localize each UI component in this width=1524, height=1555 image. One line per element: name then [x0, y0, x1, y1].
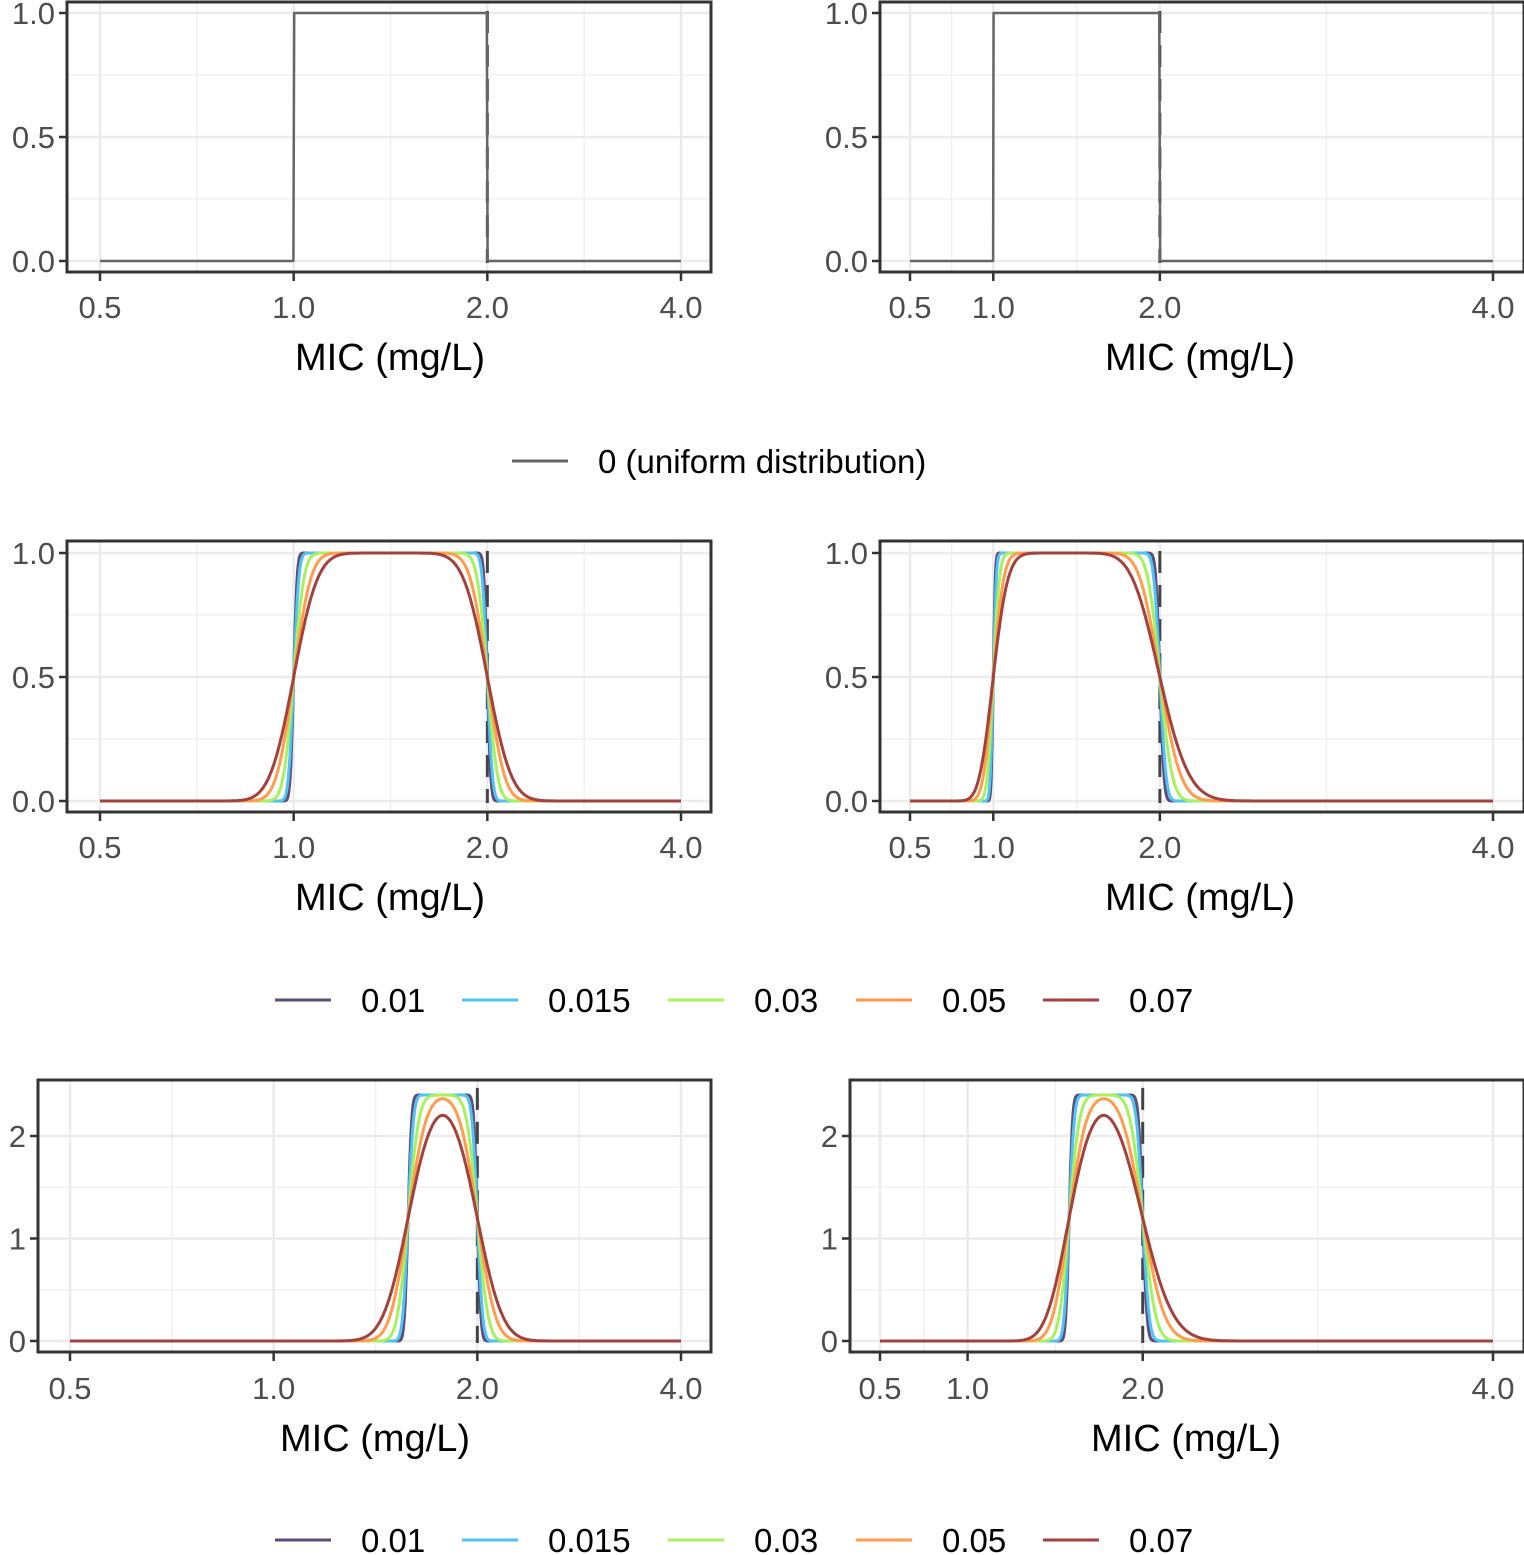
y-tick-label: 0.5 [12, 120, 55, 155]
legend-2: 0.01 0.015 0.03 0.05 0.07 [275, 982, 1193, 1019]
panel-3-1: 0 1 2 0.5 1.0 2.0 4.0 MIC (mg/L) [9, 1078, 713, 1460]
x-tick-label: 2.0 [1121, 1371, 1164, 1406]
x-tick-label: 0.5 [78, 830, 121, 865]
series-line-0.07 [99, 551, 682, 803]
x-tick-label: 1.0 [972, 290, 1015, 325]
x-tick-label: 2.0 [466, 830, 509, 865]
y-tick-label: 1.0 [825, 536, 868, 571]
panel-3-2: 0 1 2 0.5 1.0 2.0 4.0 MIC (mg/L) [821, 1078, 1524, 1460]
legend-label: 0.03 [754, 982, 818, 1019]
panel-border [848, 1078, 1524, 1354]
y-tick-label: 0.0 [12, 784, 55, 819]
series-line-0.07 [69, 1113, 682, 1343]
x-axis-title: MIC (mg/L) [280, 1418, 470, 1460]
x-tick-label: 2.0 [1138, 830, 1181, 865]
y-tick-label: 1 [9, 1222, 26, 1257]
panel-1-1: 0.0 0.5 1.0 0.5 1.0 2.0 4.0 MIC (mg/L) [12, 0, 713, 379]
legend-label: 0.03 [754, 1522, 818, 1555]
y-tick-label: 1.0 [12, 0, 55, 31]
x-tick-label: 1.0 [972, 830, 1015, 865]
x-tick-label: 1.0 [252, 1371, 295, 1406]
y-tick-label: 1.0 [825, 0, 868, 31]
x-tick-label: 0.5 [888, 830, 931, 865]
x-tick-label: 1.0 [946, 1371, 989, 1406]
y-tick-label: 1.0 [12, 536, 55, 571]
x-tick-label: 2.0 [1138, 290, 1181, 325]
x-tick-label: 1.0 [272, 290, 315, 325]
panel-border [36, 1078, 713, 1354]
x-axis-title: MIC (mg/L) [1105, 877, 1295, 919]
legend-label: 0.05 [942, 1522, 1006, 1555]
y-tick-label: 0.0 [825, 244, 868, 279]
series-line-0.07 [908, 551, 1493, 803]
legend-label: 0.01 [361, 1522, 425, 1555]
series-line-0.07 [878, 1113, 1493, 1343]
y-tick-label: 0 [9, 1324, 26, 1359]
y-tick-label: 0.0 [12, 244, 55, 279]
x-tick-label: 0.5 [888, 290, 931, 325]
y-tick-label: 0.5 [825, 120, 868, 155]
legend-1: 0 (uniform distribution) [512, 443, 926, 480]
legend-label: 0.07 [1129, 982, 1193, 1019]
x-tick-label: 0.5 [48, 1371, 91, 1406]
series-line-0--uniform-distribution- [99, 11, 682, 263]
x-axis-title: MIC (mg/L) [295, 877, 485, 919]
x-tick-label: 0.5 [858, 1371, 901, 1406]
legend-3: 0.01 0.015 0.03 0.05 0.07 [275, 1522, 1193, 1555]
x-tick-label: 0.5 [78, 290, 121, 325]
y-tick-label: 0.5 [12, 660, 55, 695]
x-tick-label: 1.0 [272, 830, 315, 865]
plot-background [38, 1080, 711, 1352]
x-axis-title: MIC (mg/L) [1105, 337, 1295, 379]
y-tick-label: 0.0 [825, 784, 868, 819]
legend-label: 0.01 [361, 982, 425, 1019]
y-tick-label: 2 [9, 1119, 26, 1154]
x-tick-label: 4.0 [659, 290, 702, 325]
x-tick-label: 4.0 [659, 1371, 702, 1406]
plot-background [850, 1080, 1524, 1352]
legend-label: 0.05 [942, 982, 1006, 1019]
y-tick-label: 2 [821, 1119, 838, 1154]
legend-label: 0 (uniform distribution) [598, 443, 926, 480]
x-tick-label: 4.0 [1471, 290, 1514, 325]
y-tick-label: 0 [821, 1324, 838, 1359]
panel-2-2: 0.0 0.5 1.0 0.5 1.0 2.0 4.0 MIC (mg/L) [825, 536, 1524, 919]
x-axis-title: MIC (mg/L) [1091, 1418, 1281, 1460]
x-tick-label: 4.0 [659, 830, 702, 865]
x-tick-label: 4.0 [1471, 830, 1514, 865]
x-tick-label: 4.0 [1471, 1371, 1514, 1406]
panel-1-2: 0.0 0.5 1.0 0.5 1.0 2.0 4.0 MIC (mg/L) [825, 0, 1524, 379]
x-tick-label: 2.0 [456, 1371, 499, 1406]
series-line-0--uniform-distribution- [908, 11, 1493, 263]
legend-label: 0.015 [548, 982, 631, 1019]
legend-label: 0.015 [548, 1522, 631, 1555]
y-tick-label: 0.5 [825, 660, 868, 695]
legend-label: 0.07 [1129, 1522, 1193, 1555]
panel-2-1: 0.0 0.5 1.0 0.5 1.0 2.0 4.0 MIC (mg/L) [12, 536, 713, 919]
x-axis-title: MIC (mg/L) [295, 337, 485, 379]
y-tick-label: 1 [821, 1222, 838, 1257]
x-tick-label: 2.0 [466, 290, 509, 325]
